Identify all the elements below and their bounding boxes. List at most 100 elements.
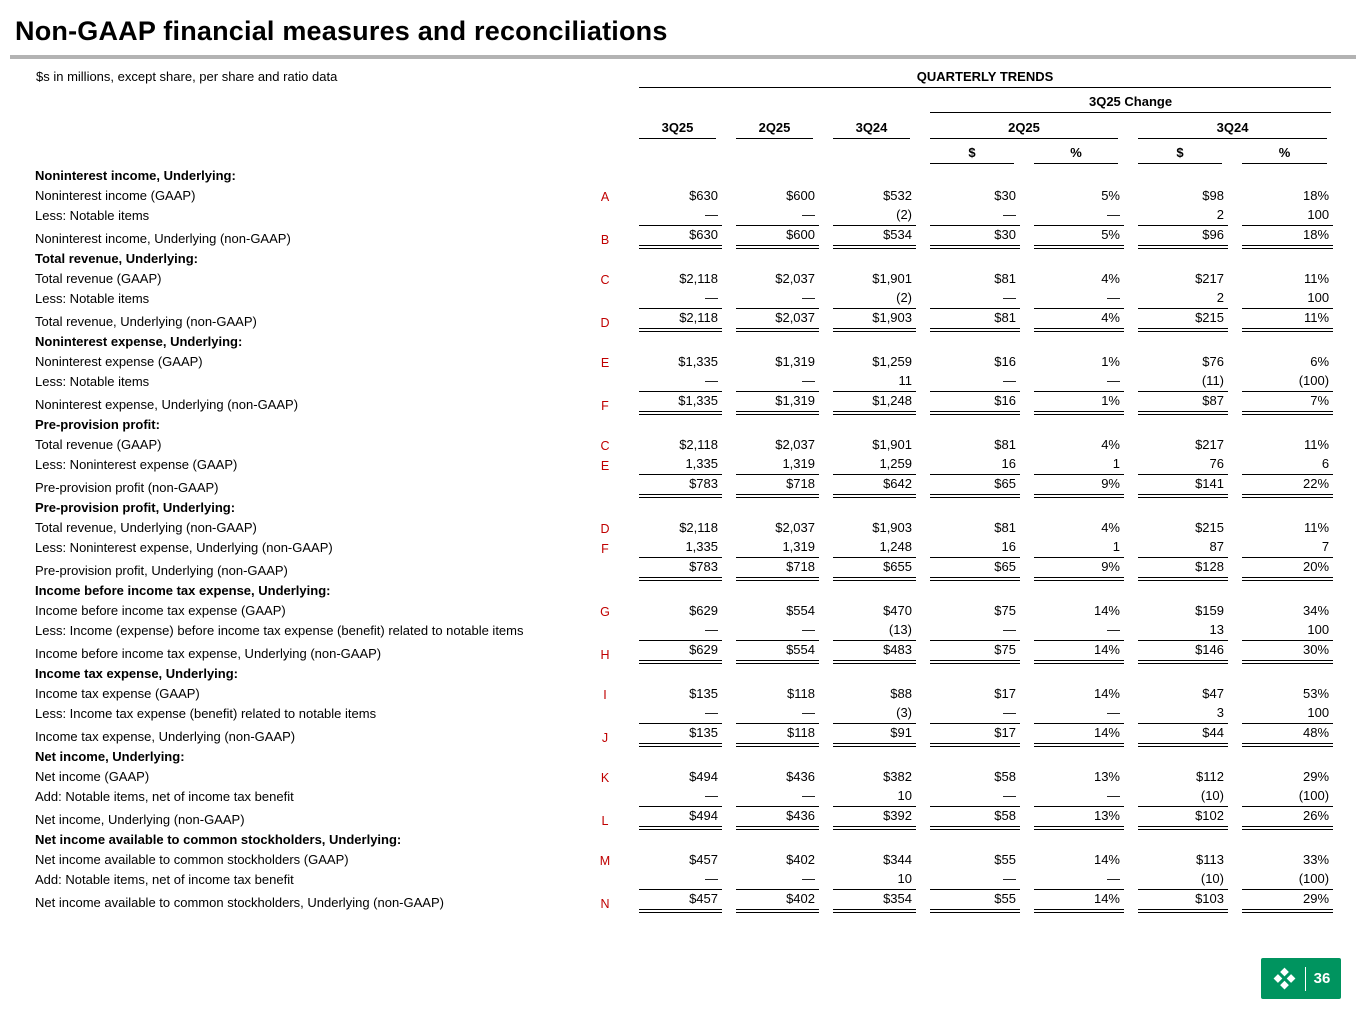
row-label: Net income, Underlying (non-GAAP) <box>35 812 245 827</box>
value: 4% <box>1101 437 1120 452</box>
row-ref-letter: C <box>600 273 610 287</box>
section-label: Noninterest expense, Underlying: <box>35 334 243 349</box>
value-cell: 100 <box>1228 621 1334 641</box>
value-cell: 14% <box>1020 724 1124 747</box>
value-cell: $58 <box>916 767 1020 787</box>
value: — <box>1034 206 1124 226</box>
value: (3) <box>833 704 916 724</box>
value-cell: $47 <box>1124 684 1228 704</box>
value-cell: $76 <box>1124 352 1228 372</box>
row-ref-letter: D <box>600 522 610 536</box>
value: 22% <box>1242 475 1334 498</box>
row-ref-letter <box>585 475 625 498</box>
value: $629 <box>639 641 722 664</box>
value-cell: $402 <box>722 890 819 913</box>
section-label: Total revenue, Underlying: <box>35 251 199 266</box>
value: — <box>639 206 722 226</box>
value: $128 <box>1138 558 1228 581</box>
value: $146 <box>1138 641 1228 664</box>
row-label: Less: Income tax expense (benefit) relat… <box>35 706 377 721</box>
value-cell: 76 <box>1124 455 1228 475</box>
data-row: Add: Notable items, net of income tax be… <box>33 787 1334 807</box>
value: — <box>1034 870 1124 890</box>
row-ref-letter: I <box>603 688 607 702</box>
value: $1,335 <box>639 392 722 415</box>
value-cell: — <box>722 372 819 392</box>
value: 9% <box>1034 475 1124 498</box>
value-cell: 48% <box>1228 724 1334 747</box>
value: $118 <box>787 686 815 701</box>
value-cell: $16 <box>916 352 1020 372</box>
value: — <box>639 621 722 641</box>
value: $629 <box>689 603 718 618</box>
data-row: Less: Notable items — — (2) — — 2 100 <box>33 206 1334 226</box>
value-cell: $30 <box>916 226 1020 249</box>
data-row: Noninterest income (GAAP) A $630 $600 $532 $3… <box>33 186 1333 206</box>
value: (100) <box>1242 870 1334 890</box>
value-cell: 20% <box>1228 558 1334 581</box>
value-cell: — <box>625 787 722 807</box>
value-cell: $215 <box>1124 309 1228 332</box>
value-cell: 9% <box>1020 475 1124 498</box>
value: $436 <box>736 807 819 830</box>
value-cell: 1,248 <box>819 538 916 558</box>
value-cell: $2,118 <box>625 518 722 538</box>
section-label: Income tax expense, Underlying: <box>35 666 239 681</box>
row-ref-letter: M <box>599 854 611 868</box>
value-cell: 4% <box>1020 269 1124 289</box>
table-header: $s in millions, except share, per share … <box>33 67 1333 166</box>
value-cell: (100) <box>1228 870 1334 890</box>
value-cell: $1,901 <box>819 435 916 455</box>
value: $17 <box>994 686 1016 701</box>
value-cell: 26% <box>1228 807 1334 830</box>
value: $44 <box>1138 724 1228 747</box>
column-header-change-2q25: 2Q25 <box>916 113 1124 139</box>
value: $88 <box>890 686 912 701</box>
value: — <box>736 870 819 890</box>
header-row-periods: 3Q25 2Q25 3Q24 2Q25 3Q24 <box>33 113 1333 139</box>
value: $783 <box>639 475 722 498</box>
value-cell: $554 <box>722 641 819 664</box>
value-cell: — <box>916 206 1020 226</box>
value-cell: (10) <box>1124 787 1228 807</box>
value: $2,037 <box>775 271 815 286</box>
value: $118 <box>736 724 819 747</box>
value-cell: $44 <box>1124 724 1228 747</box>
value-cell: — <box>722 206 819 226</box>
value-cell: $718 <box>722 475 819 498</box>
value-cell: — <box>916 372 1020 392</box>
value-cell: 11% <box>1228 309 1334 332</box>
value: (10) <box>1138 787 1228 807</box>
value: $96 <box>1138 226 1228 249</box>
value: $217 <box>1195 437 1224 452</box>
data-row: Total revenue, Underlying (non-GAAP) D $2,… <box>33 309 1334 332</box>
value: 100 <box>1242 289 1334 309</box>
value-cell: $217 <box>1124 269 1228 289</box>
value: 18% <box>1303 188 1330 203</box>
value: 1,319 <box>736 538 819 558</box>
value: $457 <box>689 852 718 867</box>
value-cell: $457 <box>625 850 722 870</box>
data-row: Less: Noninterest expense, Underlying (n… <box>33 538 1334 558</box>
value-cell: — <box>722 621 819 641</box>
value: 29% <box>1303 769 1330 784</box>
data-row: Net income (GAAP) K $494 $436 $382 $58 13% $112… <box>33 767 1333 787</box>
row-label: Less: Notable items <box>35 208 150 223</box>
value-cell: — <box>625 704 722 724</box>
page-title: Non-GAAP financial measures and reconcil… <box>15 16 668 46</box>
section-row: Net income, Underlying: <box>33 747 1333 767</box>
value-cell: 1% <box>1020 392 1124 415</box>
value-cell: 33% <box>1228 850 1333 870</box>
data-row: Total revenue (GAAP) C $2,118 $2,037 $1,901 $… <box>33 435 1333 455</box>
value: — <box>930 870 1020 890</box>
header-row-change: 3Q25 Change <box>33 88 1333 113</box>
value: 1,319 <box>736 455 819 475</box>
data-row: Less: Income tax expense (benefit) relat… <box>33 704 1334 724</box>
value-cell: 3 <box>1124 704 1228 724</box>
value: $1,901 <box>872 271 912 286</box>
value: $470 <box>883 603 912 618</box>
value-cell: 29% <box>1228 767 1333 787</box>
value: 20% <box>1242 558 1334 581</box>
value: 14% <box>1093 852 1120 867</box>
data-row: Pre-provision profit (non-GAAP) $783 $718 $… <box>33 475 1334 498</box>
